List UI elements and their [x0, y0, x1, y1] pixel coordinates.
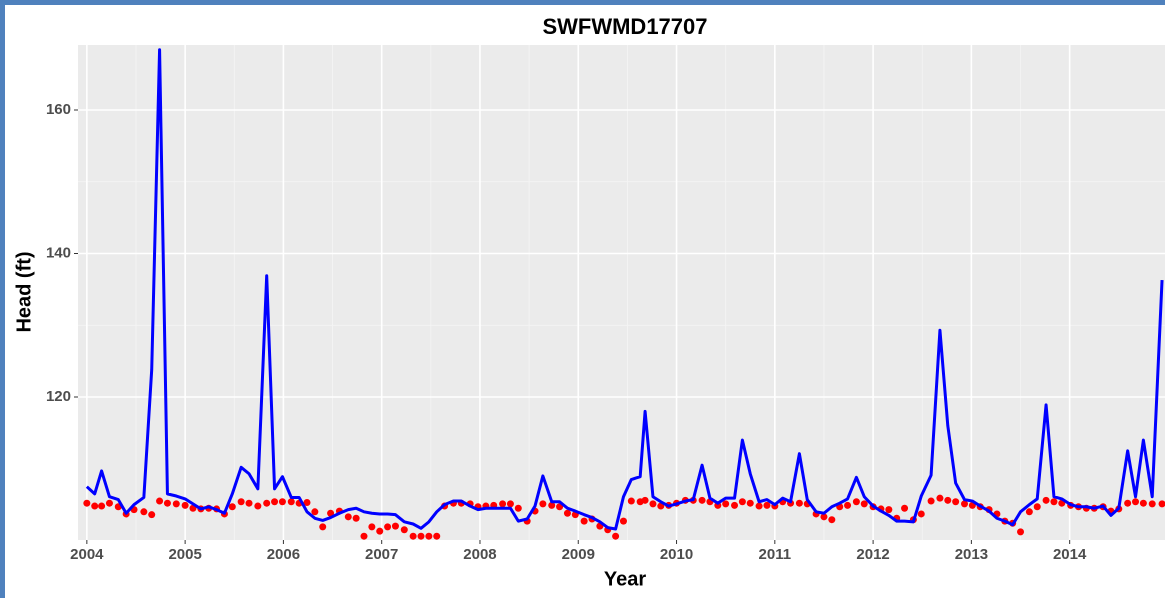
data-point [506, 500, 514, 508]
data-point [327, 509, 335, 517]
data-point [927, 497, 935, 505]
data-point [148, 511, 156, 519]
data-point [98, 502, 106, 510]
panel [78, 45, 1165, 540]
data-point [738, 498, 746, 506]
x-tick-label: 2004 [70, 546, 104, 563]
data-point [105, 499, 113, 507]
data-point [828, 516, 836, 524]
data-point [936, 494, 944, 502]
x-tick-label: 2006 [267, 546, 300, 563]
data-point [952, 498, 960, 506]
data-point [352, 514, 360, 522]
data-point [641, 496, 649, 504]
data-point [368, 523, 376, 531]
x-tick-label: 2005 [168, 546, 201, 563]
data-point [746, 499, 754, 507]
data-point [539, 500, 547, 508]
data-point [433, 532, 441, 540]
data-point [580, 517, 588, 525]
data-point [303, 498, 311, 506]
data-point [263, 499, 271, 507]
data-point [722, 500, 730, 508]
data-point [271, 498, 279, 506]
data-point [287, 498, 295, 506]
data-point [1158, 500, 1165, 508]
data-point [172, 500, 180, 508]
data-point [852, 498, 860, 506]
data-point [417, 532, 425, 540]
data-point [1033, 503, 1041, 511]
x-tick-label: 2013 [955, 546, 988, 563]
data-point [376, 527, 384, 535]
data-point [961, 500, 969, 508]
data-point [698, 496, 706, 504]
data-point [1124, 499, 1132, 507]
data-point [384, 523, 392, 531]
y-tick-label: 120 [46, 388, 71, 405]
data-point [237, 498, 245, 506]
data-point [163, 499, 171, 507]
data-point [1017, 528, 1025, 536]
data-point [400, 526, 408, 534]
x-tick-label: 2011 [759, 546, 792, 563]
x-tick-label: 2012 [856, 546, 889, 563]
data-point [612, 532, 620, 540]
x-tick-label: 2008 [463, 546, 496, 563]
data-point [944, 496, 952, 504]
y-tick-label: 140 [46, 244, 71, 261]
data-point [409, 532, 417, 540]
data-point [885, 506, 893, 514]
data-point [1139, 499, 1147, 507]
data-point [619, 517, 627, 525]
x-axis-title: Year [604, 568, 646, 590]
x-tick-label: 2007 [365, 546, 398, 563]
data-point [228, 503, 236, 511]
data-point [1148, 500, 1156, 508]
data-point [860, 500, 868, 508]
x-tick-label: 2009 [562, 546, 595, 563]
data-point [278, 498, 286, 506]
grid [78, 45, 1165, 540]
data-point [319, 523, 327, 531]
data-point [181, 501, 189, 509]
x-tick-label: 2014 [1053, 546, 1087, 563]
data-point [83, 499, 91, 507]
marks [83, 48, 1165, 540]
data-point [91, 502, 99, 510]
data-point [548, 501, 556, 509]
data-point [140, 508, 148, 516]
data-point [755, 502, 763, 510]
data-point [844, 501, 852, 509]
data-point [795, 499, 803, 507]
x-tick-label: 2010 [660, 546, 693, 563]
data-point [391, 522, 399, 530]
y-axis-title: Head (ft) [13, 251, 35, 332]
data-point [649, 500, 657, 508]
data-point [820, 513, 828, 521]
data-point [499, 500, 507, 508]
data-point [311, 508, 319, 516]
data-point [1025, 508, 1033, 516]
data-point [425, 532, 433, 540]
data-point [901, 504, 909, 512]
data-point [1132, 498, 1140, 506]
data-point [254, 502, 262, 510]
data-point [360, 532, 368, 540]
y-tick-label: 160 [46, 101, 71, 118]
data-point [344, 513, 352, 521]
data-point [1050, 498, 1058, 506]
data-point [514, 504, 522, 512]
data-point [627, 497, 635, 505]
data-line [85, 48, 1164, 531]
data-point [731, 501, 739, 509]
data-point [156, 497, 164, 505]
data-point [1042, 496, 1050, 504]
chart-title: SWFWMD17707 [542, 14, 707, 39]
data-point [245, 499, 253, 507]
data-point [563, 509, 571, 517]
data-point [763, 501, 771, 509]
data-point [917, 510, 925, 518]
